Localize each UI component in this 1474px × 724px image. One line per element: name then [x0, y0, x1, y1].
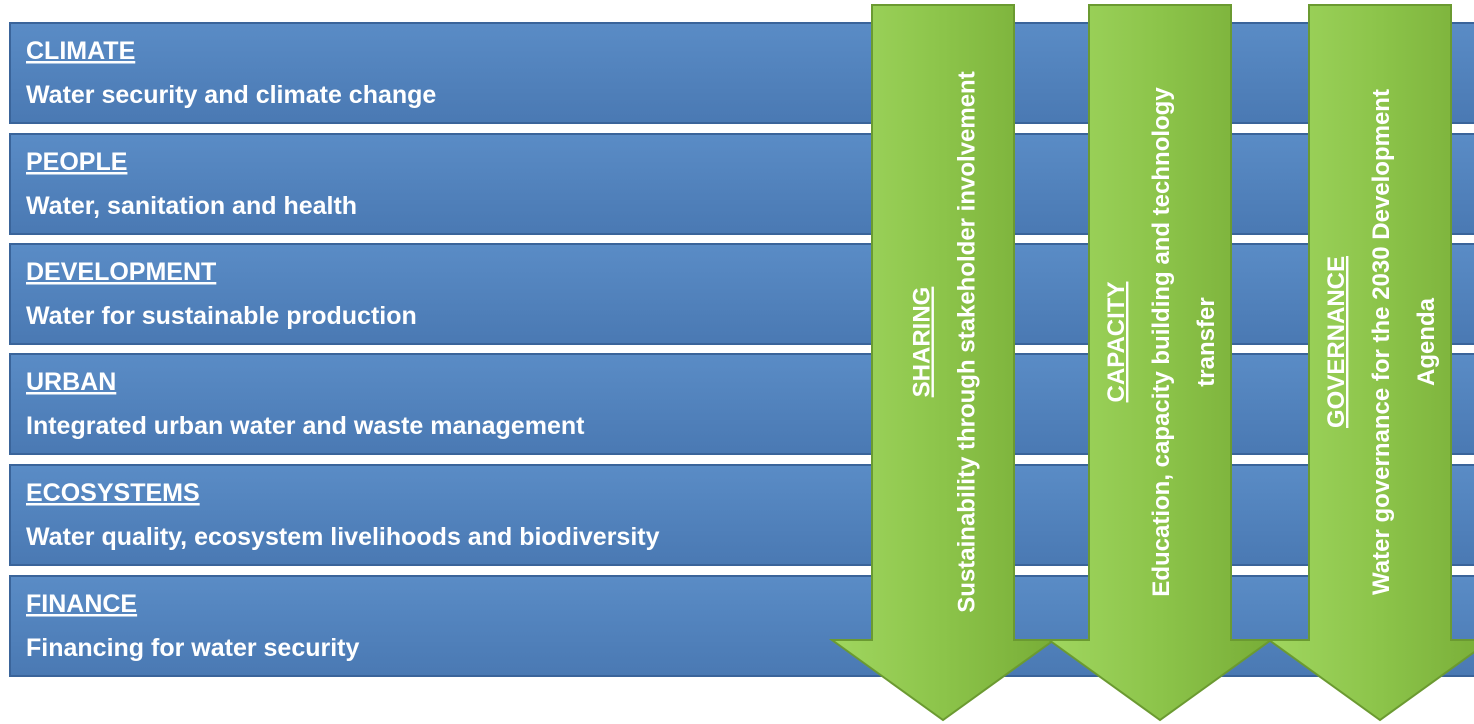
row-title: CLIMATE: [26, 37, 135, 65]
column-text: Education, capacity building and technol…: [1148, 87, 1175, 597]
column-label: SHARING Sustainability through stakeholde…: [909, 71, 981, 612]
row-title: ECOSYSTEMS: [26, 479, 200, 507]
row-title: URBAN: [26, 368, 116, 396]
row-subtitle: Integrated urban water and waste managem…: [26, 412, 585, 440]
column-title: CAPACITY: [1103, 282, 1130, 403]
column-title: SHARING: [909, 287, 936, 398]
arrow: [1045, 4, 1275, 722]
column-text: Agenda: [1413, 297, 1440, 386]
row-title: PEOPLE: [26, 148, 127, 176]
row-subtitle: Water security and climate change: [26, 81, 436, 109]
arrow: [828, 4, 1058, 722]
row-title: DEVELOPMENT: [26, 258, 216, 286]
column-label: CAPACITY Education, capacity building and…: [1103, 87, 1220, 597]
arrow: [1265, 4, 1474, 722]
row-title: FINANCE: [26, 590, 137, 618]
row-subtitle: Water quality, ecosystem livelihoods and…: [26, 523, 660, 551]
column-text: Sustainability through stakeholder invol…: [954, 71, 981, 612]
column-text: transfer: [1193, 297, 1220, 386]
column-text: Water governance for the 2030 Developmen…: [1368, 89, 1395, 595]
column-label: GOVERNANCE Water governance for the 2030 …: [1323, 89, 1440, 595]
row-subtitle: Water for sustainable production: [26, 302, 417, 330]
column-title: GOVERNANCE: [1323, 256, 1350, 428]
row-subtitle: Water, sanitation and health: [26, 192, 357, 220]
row-subtitle: Financing for water security: [26, 634, 360, 662]
